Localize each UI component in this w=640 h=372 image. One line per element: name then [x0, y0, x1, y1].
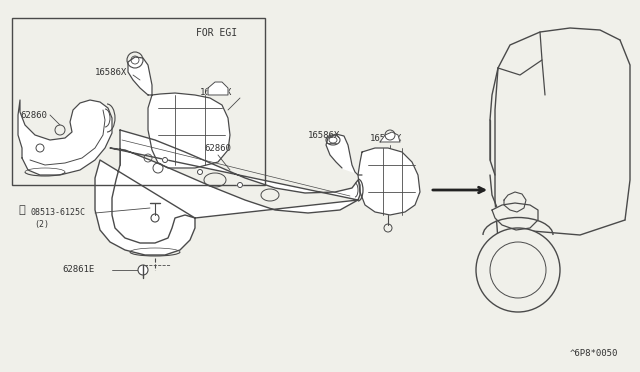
Text: 62861E: 62861E: [62, 266, 94, 275]
Text: ^6P8*0050: ^6P8*0050: [570, 349, 618, 358]
Circle shape: [198, 170, 202, 174]
Text: 08513-6125C: 08513-6125C: [30, 208, 85, 217]
Polygon shape: [358, 148, 420, 215]
Polygon shape: [18, 100, 112, 175]
Circle shape: [138, 265, 148, 275]
Circle shape: [163, 157, 168, 163]
Text: 62860: 62860: [20, 110, 47, 119]
Text: 16580X: 16580X: [370, 134, 403, 142]
Polygon shape: [208, 82, 228, 95]
Text: 16586X: 16586X: [95, 67, 127, 77]
Polygon shape: [95, 130, 360, 255]
Polygon shape: [148, 93, 230, 168]
Text: 16586X: 16586X: [308, 131, 340, 140]
Circle shape: [237, 183, 243, 187]
Polygon shape: [492, 203, 538, 230]
Circle shape: [476, 228, 560, 312]
Text: 16580X: 16580X: [200, 87, 232, 96]
Text: FOR EGI: FOR EGI: [196, 28, 237, 38]
Text: 62860: 62860: [205, 144, 232, 153]
Text: (2): (2): [34, 220, 49, 229]
Text: Ⓢ: Ⓢ: [18, 205, 25, 215]
Polygon shape: [128, 57, 152, 95]
Polygon shape: [326, 134, 362, 175]
Polygon shape: [380, 132, 400, 142]
Polygon shape: [504, 192, 526, 212]
